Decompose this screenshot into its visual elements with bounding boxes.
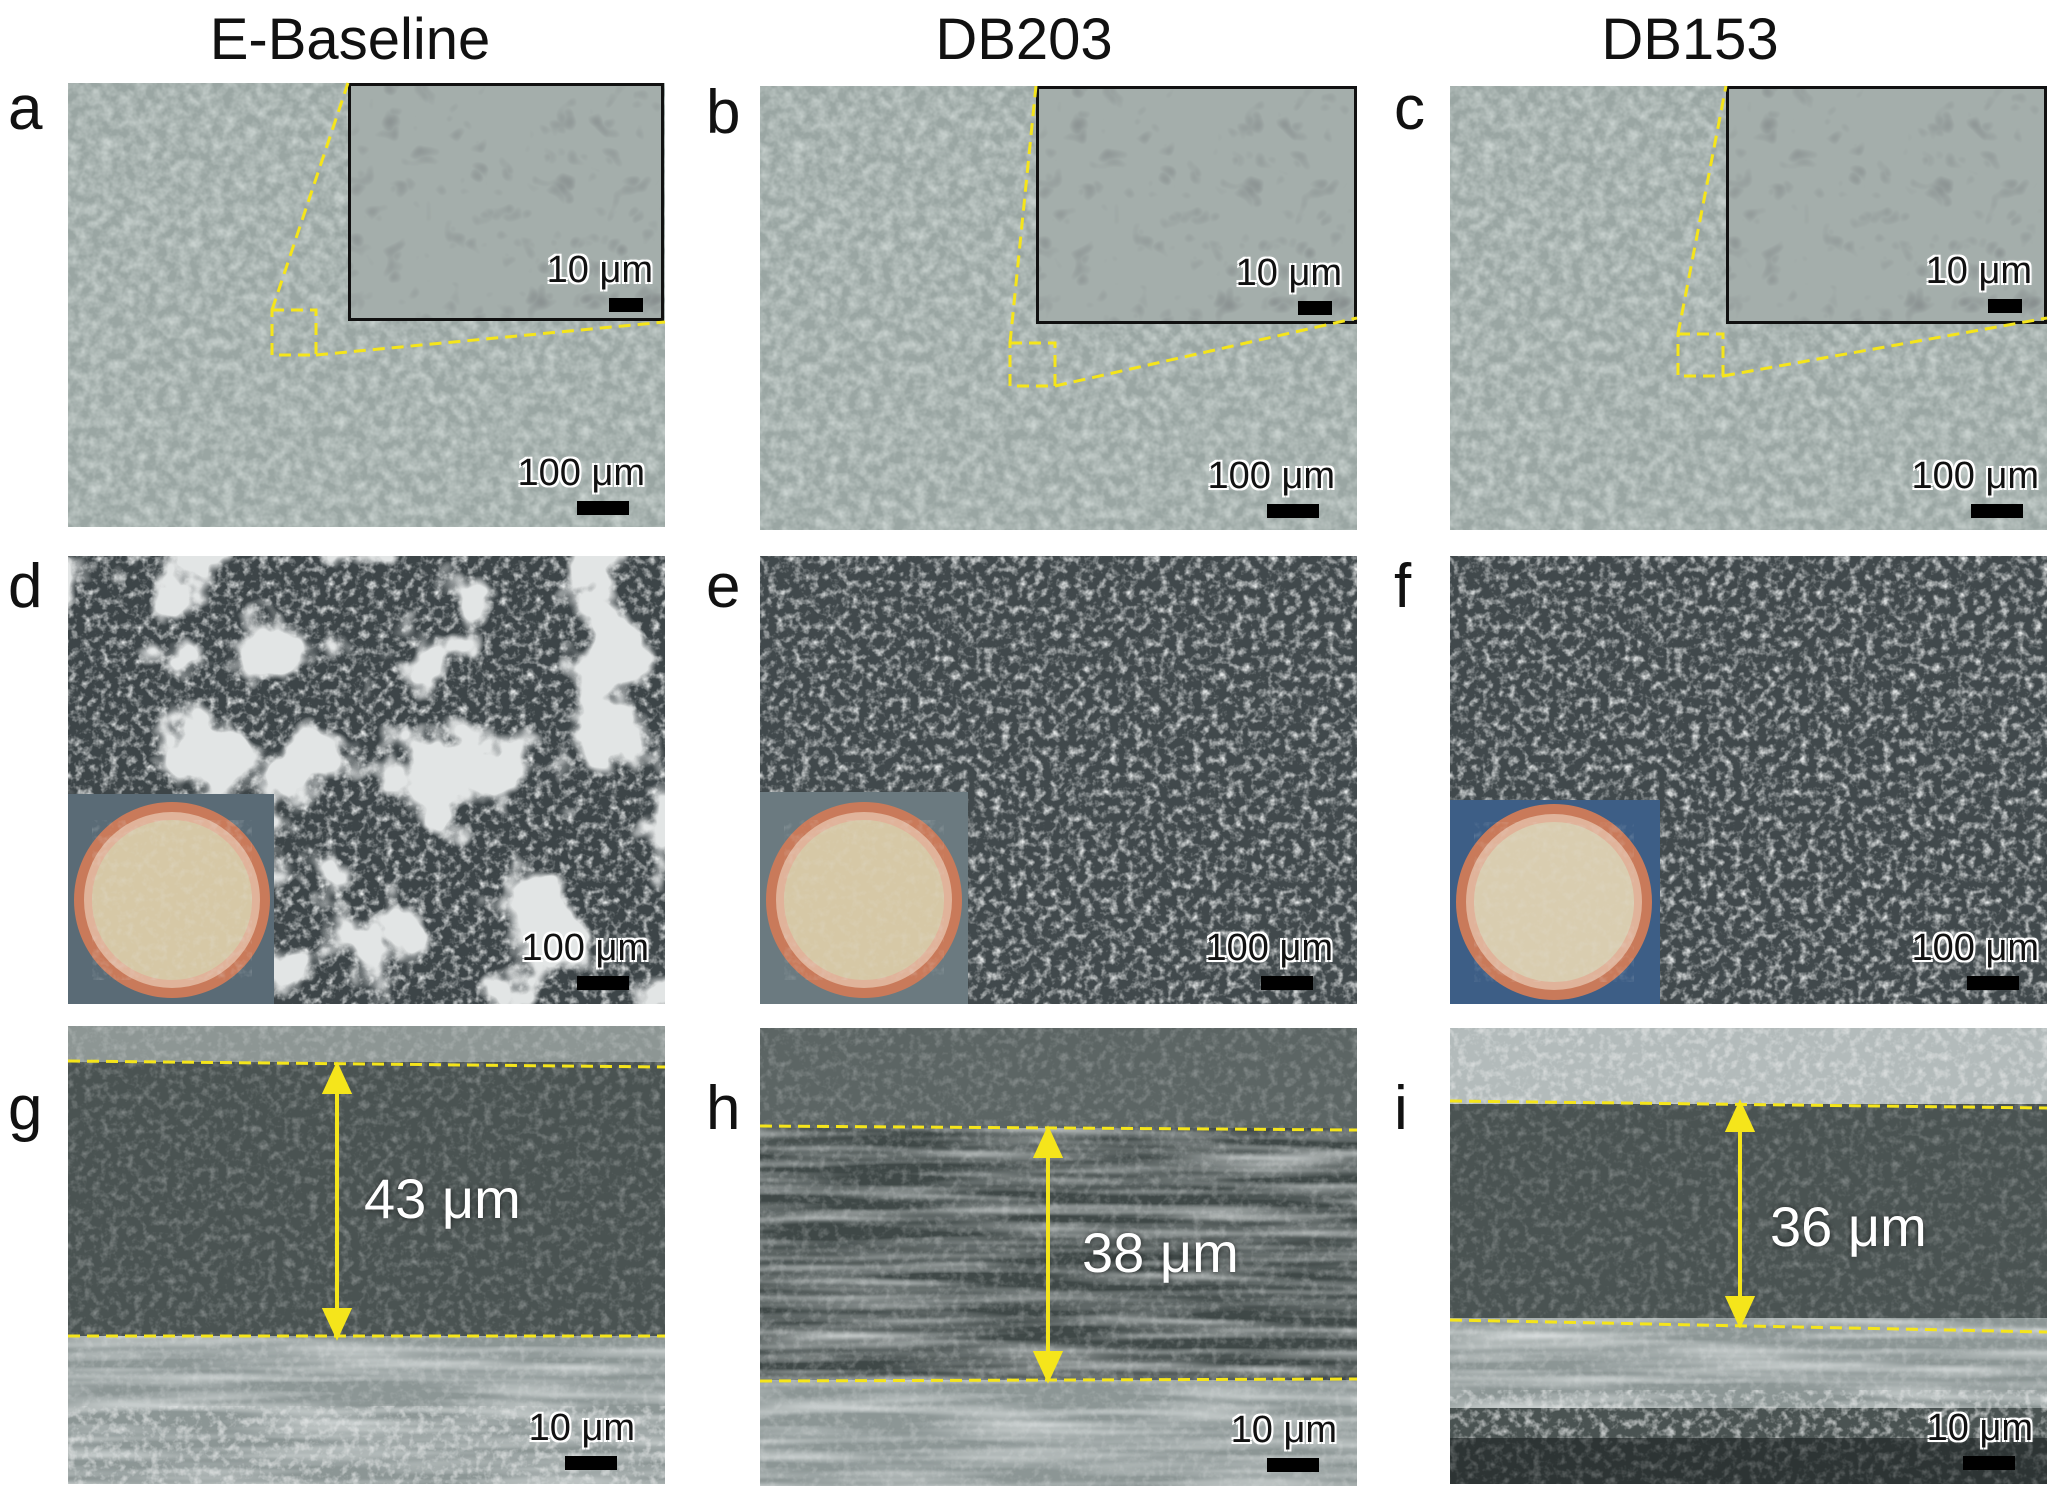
sem-image-d [68,556,665,1004]
panel-label-b: b [706,78,741,147]
sem-panel-a: 10 μm 100 μm [68,83,665,527]
sem-image-f [1450,556,2047,1004]
panel-label-e: e [706,552,741,621]
sem-panel-d: 100 μm [68,556,665,1004]
panel-label-g: g [8,1074,43,1143]
panel-label-a: a [8,74,43,143]
panel-label-c: c [1394,74,1425,143]
scalebar-g: 10 μm [529,1407,635,1470]
thickness-label-g: 43 μm [364,1167,521,1230]
scalebar-f: 100 μm [1911,927,2039,990]
zoom-inset-a: 10 μm [348,83,664,321]
sem-image-g [68,1026,665,1484]
sem-panel-c: 10 μm 100 μm [1450,86,2047,530]
coin-cell-photo-f [1450,800,1660,1004]
column-title-e-baseline: E-Baseline [209,7,491,72]
sem-panel-b: 10 μm 100 μm [760,86,1357,530]
thickness-label-i: 36 μm [1770,1195,1927,1258]
scalebar-e: 100 μm [1205,927,1333,990]
inset-scalebar-b: 10 μm [1236,252,1342,315]
thickness-label-h: 38 μm [1082,1221,1239,1284]
sem-panel-h: 38 μm 10 μm [760,1028,1357,1486]
scalebar-i: 10 μm [1927,1407,2033,1470]
column-title-db153: DB153 [1601,7,1779,72]
scalebar-a: 100 μm [517,452,645,515]
coin-cell-photo-e [760,792,968,1004]
inset-scalebar-c: 10 μm [1926,250,2032,313]
scalebar-c: 100 μm [1911,455,2039,518]
panel-label-h: h [706,1074,741,1143]
zoom-inset-c: 10 μm [1726,86,2047,324]
scalebar-b: 100 μm [1207,455,1335,518]
scalebar-d: 100 μm [521,927,649,990]
inset-scalebar-a: 10 μm [547,249,653,312]
sem-panel-g: 43 μm 10 μm [68,1026,665,1484]
sem-panel-f: 100 μm [1450,556,2047,1004]
panel-label-i: i [1394,1074,1408,1143]
sem-image-h [760,1028,1357,1486]
sem-panel-i: 36 μm 10 μm [1450,1028,2047,1484]
coin-cell-photo-d [68,794,274,1004]
scalebar-h: 10 μm [1231,1409,1337,1472]
panel-label-f: f [1394,552,1412,621]
column-title-db203: DB203 [935,7,1113,72]
sem-panel-e: 100 μm [760,556,1357,1004]
panel-label-d: d [8,552,43,621]
zoom-inset-b: 10 μm [1036,86,1357,324]
